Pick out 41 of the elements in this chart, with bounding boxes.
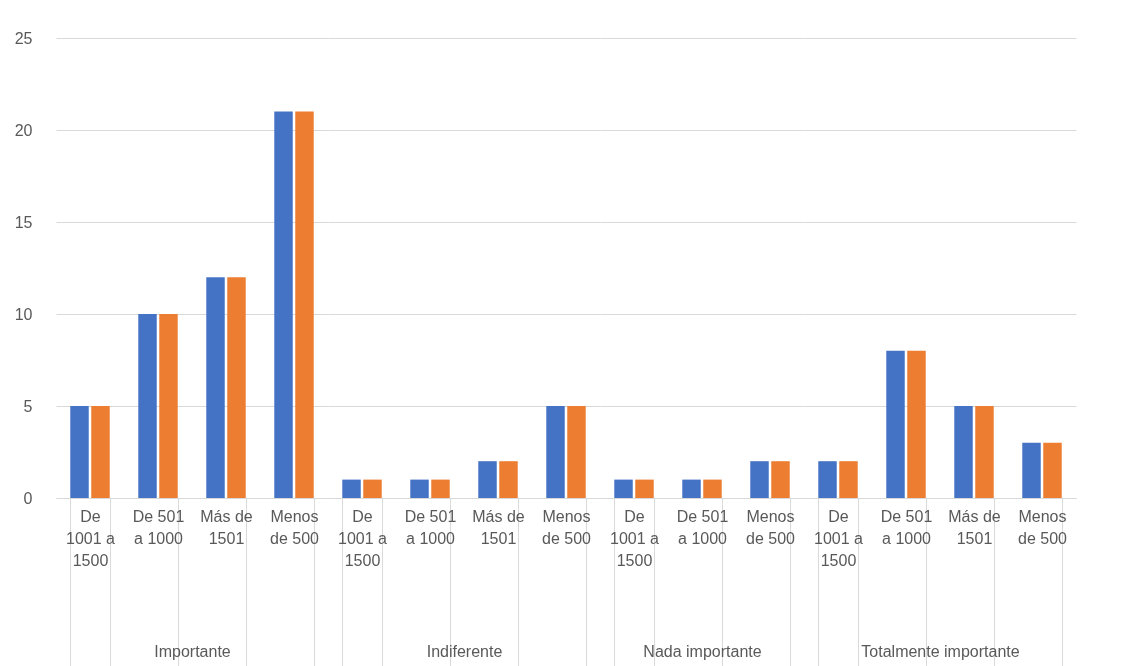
x-tick-label: De 1001 a 1500 bbox=[338, 507, 388, 569]
bar bbox=[206, 277, 225, 498]
x-axis-title: Indiferente bbox=[426, 642, 503, 660]
bar bbox=[818, 461, 837, 498]
x-tick-label: De 1001 a 1500 bbox=[66, 507, 116, 569]
y-tick-label: 10 bbox=[14, 305, 33, 323]
y-tick-label: 5 bbox=[23, 397, 33, 415]
bar bbox=[227, 277, 246, 498]
bar bbox=[274, 111, 293, 498]
y-tick-label: 0 bbox=[23, 489, 33, 507]
x-tick-label: Más de 1501 bbox=[472, 507, 525, 547]
bar bbox=[975, 406, 994, 498]
bar bbox=[1022, 442, 1041, 498]
x-axis-title: Nada importante bbox=[643, 642, 762, 660]
x-tick-label: De 1001 a 1500 bbox=[610, 507, 660, 569]
bar bbox=[886, 350, 905, 498]
x-tick-label: Menos de 500 bbox=[542, 507, 592, 547]
bar bbox=[954, 406, 973, 498]
x-tick-label: Menos de 500 bbox=[270, 507, 320, 547]
x-tick-label: De 501 a 1000 bbox=[880, 507, 933, 547]
bar bbox=[839, 461, 858, 498]
y-tick-label: 15 bbox=[14, 213, 33, 231]
x-tick-label: De 501 a 1000 bbox=[404, 507, 457, 547]
y-tick-label: 25 bbox=[14, 29, 33, 47]
x-tick-label: Más de 1501 bbox=[948, 507, 1001, 547]
bar bbox=[907, 350, 926, 498]
x-tick-label: Más de 1501 bbox=[200, 507, 253, 547]
x-tick-label: De 501 a 1000 bbox=[676, 507, 729, 547]
bar bbox=[138, 314, 157, 498]
bar bbox=[295, 111, 314, 498]
bar bbox=[159, 314, 178, 498]
x-tick-label: Menos de 500 bbox=[1018, 507, 1068, 547]
x-tick-label: De 501 a 1000 bbox=[132, 507, 185, 547]
x-tick-label: De 1001 a 1500 bbox=[814, 507, 864, 569]
bar bbox=[1043, 442, 1062, 498]
bar bbox=[91, 406, 110, 498]
x-tick-label: Menos de 500 bbox=[746, 507, 796, 547]
x-axis-title: Totalmente importante bbox=[861, 642, 1020, 660]
y-tick-label: 20 bbox=[14, 121, 33, 139]
bar bbox=[70, 406, 89, 498]
x-axis-title: Importante bbox=[154, 642, 231, 660]
